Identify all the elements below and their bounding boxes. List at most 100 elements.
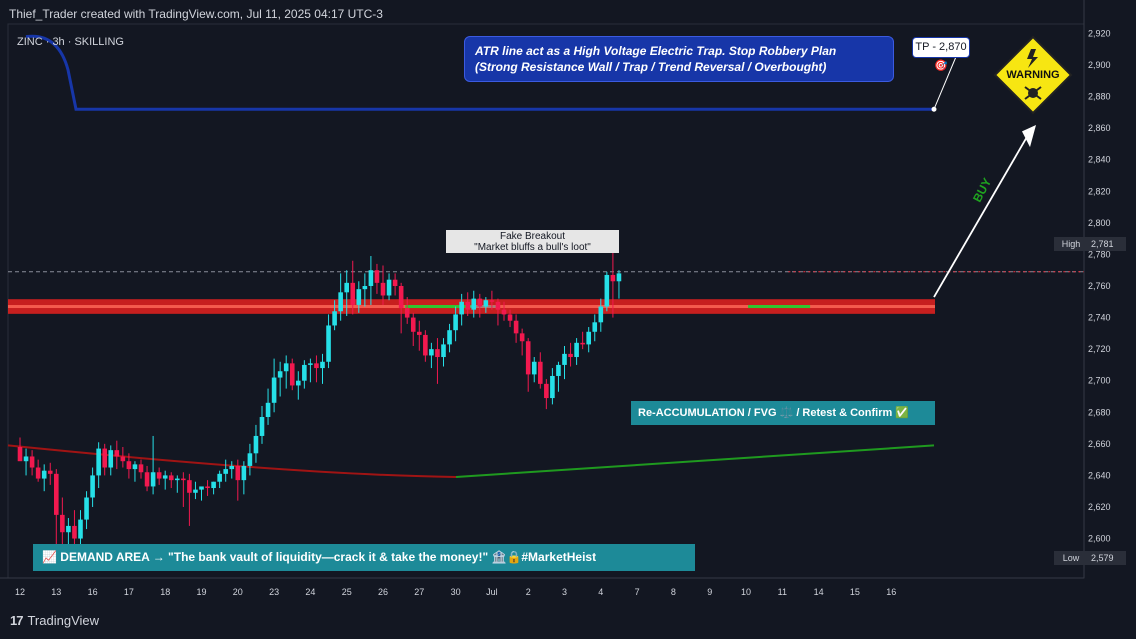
atr-annotation-line1: ATR line act as a High Voltage Electric … xyxy=(475,44,837,58)
price-tick-label: 2,640 xyxy=(1088,470,1111,480)
candle-body xyxy=(429,349,434,356)
candle-body xyxy=(507,314,513,321)
candle-body xyxy=(66,525,71,533)
time-tick-label: 9 xyxy=(707,587,712,597)
candle-body xyxy=(235,465,241,481)
time-tick-label: 16 xyxy=(88,587,98,597)
candle-body xyxy=(531,361,537,375)
candle-body xyxy=(477,298,483,307)
candle-body xyxy=(441,344,446,358)
candle-body xyxy=(380,282,386,296)
candle-body xyxy=(525,341,531,375)
candle-body xyxy=(519,333,525,342)
candle-body xyxy=(435,349,440,358)
price-tick-label: 2,780 xyxy=(1088,249,1111,259)
candle-body xyxy=(326,325,331,362)
candle-body xyxy=(29,456,35,468)
candle-body xyxy=(17,446,23,462)
time-tick-label: 15 xyxy=(850,587,860,597)
tradingview-brand[interactable]: 17 TradingView xyxy=(10,613,99,628)
time-tick-label: 30 xyxy=(451,587,461,597)
candle-body xyxy=(410,317,416,332)
candle-body xyxy=(199,486,204,490)
candle-body xyxy=(108,450,114,468)
price-tick-label: 2,660 xyxy=(1088,439,1111,449)
candle-body xyxy=(308,363,313,365)
candle-body xyxy=(465,301,470,310)
time-tick-label: 17 xyxy=(124,587,134,597)
candle-body xyxy=(314,363,319,369)
candle-body xyxy=(513,320,519,334)
candle-body xyxy=(247,453,253,466)
candle-body xyxy=(102,448,107,468)
candle-body xyxy=(586,331,591,345)
symbol-label[interactable]: ZINC · 3h · SKILLING xyxy=(17,36,124,48)
candle-body xyxy=(35,467,41,479)
price-tick-label: 2,820 xyxy=(1088,186,1111,196)
time-tick-label: 27 xyxy=(414,587,424,597)
time-tick-label: 13 xyxy=(51,587,61,597)
candle-body xyxy=(374,270,380,283)
price-tick-label: 2,840 xyxy=(1088,155,1111,165)
atr-annotation-line2: (Strong Resistance Wall / Trap / Trend R… xyxy=(475,60,827,74)
candle-body xyxy=(483,300,489,307)
tp-label: TP - 2,870🎯 xyxy=(912,37,970,72)
candle-body xyxy=(580,342,585,345)
candle-body xyxy=(289,363,295,386)
candle-body xyxy=(193,489,198,493)
green-segment xyxy=(405,305,476,309)
candle-body xyxy=(265,402,271,418)
warning-sign-icon: WARNING xyxy=(993,35,1073,115)
time-tick-label: 4 xyxy=(598,587,603,597)
candle-body xyxy=(386,279,392,296)
price-tick-label: 2,920 xyxy=(1088,28,1111,38)
candle-body xyxy=(320,361,325,369)
price-tick-label: 2,680 xyxy=(1088,407,1111,417)
candle-body xyxy=(604,274,610,307)
candle-body xyxy=(592,322,598,332)
time-tick-label: 18 xyxy=(160,587,170,597)
candle-body xyxy=(259,417,265,436)
price-tick-label: 2,620 xyxy=(1088,502,1111,512)
price-tick-label: 2,760 xyxy=(1088,281,1111,291)
candle-body xyxy=(459,301,464,315)
candle-body xyxy=(114,450,120,457)
candle-body xyxy=(96,448,101,476)
candle-body xyxy=(398,286,404,309)
price-tick-label: 2,860 xyxy=(1088,123,1111,133)
candle-body xyxy=(350,282,356,305)
candle-body xyxy=(187,480,192,493)
candle-body xyxy=(489,300,495,302)
candle-body xyxy=(144,472,150,487)
overlay xyxy=(933,125,1036,298)
candle-body xyxy=(356,289,362,305)
candle-body xyxy=(205,486,210,489)
candle-body xyxy=(344,282,349,293)
time-tick-label: 3 xyxy=(562,587,567,597)
price-tick-label: 2,700 xyxy=(1088,376,1111,386)
candle-body xyxy=(241,465,247,481)
candle-body xyxy=(181,478,186,481)
candle-body xyxy=(120,456,126,462)
atr-annotation: ATR line act as a High Voltage Electric … xyxy=(464,36,894,82)
price-tick-label: 2,880 xyxy=(1088,92,1111,102)
high-badge-label: High xyxy=(1054,237,1088,251)
candle-body xyxy=(447,330,452,345)
candle-body xyxy=(150,472,156,487)
buy-arrowhead xyxy=(1022,125,1036,148)
grid xyxy=(0,0,1085,579)
time-tick-label: 25 xyxy=(342,587,352,597)
candle-body xyxy=(616,273,622,282)
candle-body xyxy=(175,478,180,481)
time-tick-label: Jul xyxy=(486,587,498,597)
warning-text: WARNING xyxy=(1006,69,1060,81)
candle-body xyxy=(132,464,138,470)
candle-body xyxy=(90,475,95,498)
time-tick-label: 12 xyxy=(15,587,25,597)
candle-body xyxy=(495,301,501,310)
candle-body xyxy=(156,472,162,479)
time-tick-label: 16 xyxy=(886,587,896,597)
candle-body xyxy=(283,363,289,372)
tp-connector xyxy=(933,51,959,110)
candle-body xyxy=(54,473,59,515)
